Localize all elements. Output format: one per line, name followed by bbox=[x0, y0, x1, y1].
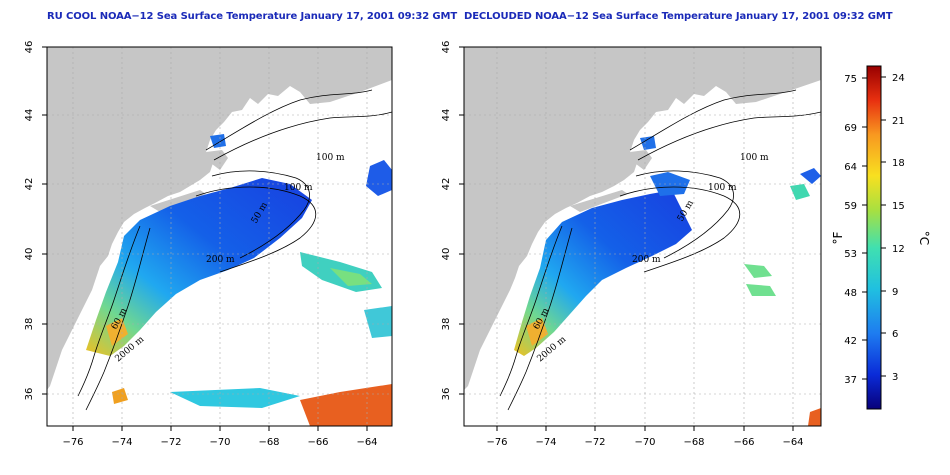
colorbar-c-label: 12 bbox=[892, 244, 905, 255]
left-sst-shelf-region bbox=[86, 178, 312, 356]
left-lat-label: 42 bbox=[24, 178, 35, 191]
right-lon-label: −72 bbox=[584, 437, 605, 448]
right-lon-tick-labels: −76 −74 −72 −70 −68 −66 −64 bbox=[486, 437, 803, 448]
right-lon-label: −70 bbox=[634, 437, 655, 448]
left-long-island bbox=[150, 190, 206, 212]
left-sst-south-warm bbox=[112, 388, 128, 404]
left-lat-label: 44 bbox=[24, 109, 35, 122]
colorbar-f-label: 75 bbox=[844, 74, 857, 85]
colorbar-c-ticks bbox=[881, 76, 886, 377]
right-lon-label: −76 bbox=[486, 437, 507, 448]
left-sst-east-patch-3 bbox=[364, 306, 392, 338]
celsius-unit-label: °C bbox=[917, 231, 931, 245]
colorbar-gradient bbox=[866, 65, 882, 410]
colorbar-f-label: 53 bbox=[844, 249, 857, 260]
right-lat-label: 36 bbox=[441, 388, 452, 401]
colorbar-f-label: 59 bbox=[844, 201, 857, 212]
left-land-mass bbox=[47, 47, 392, 390]
colorbar-c-label: 24 bbox=[892, 73, 905, 84]
colorbar-f-label: 64 bbox=[844, 162, 857, 173]
right-map-panel: 100 m 100 m 50 m 200 m 60 m 2000 m bbox=[464, 47, 821, 426]
right-nova-scotia bbox=[726, 58, 821, 104]
left-lon-label: −68 bbox=[258, 437, 279, 448]
right-contour-label-1: 100 m bbox=[740, 153, 769, 163]
fahrenheit-unit-label: °F bbox=[831, 231, 845, 244]
left-lon-label: −74 bbox=[111, 437, 132, 448]
left-sst-east-patch-2 bbox=[330, 268, 372, 286]
left-grid bbox=[47, 47, 392, 426]
left-lon-tick-labels: −76 −74 −72 −70 −68 −66 −64 bbox=[62, 437, 377, 448]
left-lat-label: 40 bbox=[24, 248, 35, 261]
left-lon-label: −72 bbox=[160, 437, 181, 448]
right-lat-label: 46 bbox=[441, 41, 452, 54]
left-lat-label: 46 bbox=[24, 41, 35, 54]
right-lat-label: 42 bbox=[441, 178, 452, 191]
left-lat-label: 38 bbox=[24, 318, 35, 331]
colorbar-c-label: 18 bbox=[892, 158, 905, 169]
left-sst-southeast-warm bbox=[300, 384, 392, 426]
left-lon-label: −64 bbox=[356, 437, 377, 448]
left-contour-label-4: 200 m bbox=[206, 255, 235, 265]
left-map-panel: 100 m 100 m 50 m 200 m 60 m 2000 m bbox=[47, 47, 392, 426]
left-sst-north-patch bbox=[210, 134, 226, 148]
right-sst-east-patch-1 bbox=[744, 264, 772, 278]
left-sst-gulf-maine bbox=[366, 160, 392, 196]
left-contour-label-1: 100 m bbox=[316, 153, 345, 163]
colorbar-f-ticks bbox=[862, 77, 867, 380]
right-sst-ne-patch bbox=[800, 168, 821, 184]
left-lon-label: −70 bbox=[209, 437, 230, 448]
colorbar-f-label: 69 bbox=[844, 123, 857, 134]
temperature-colorbar: 75 69 64 59 53 48 42 37 24 21 18 15 12 9… bbox=[831, 65, 931, 410]
left-lon-label: −66 bbox=[307, 437, 328, 448]
left-lat-tick-labels: 36 38 40 42 44 46 bbox=[24, 41, 35, 401]
right-land-mass bbox=[464, 47, 821, 390]
right-contour-label-2: 100 m bbox=[708, 183, 737, 193]
right-lat-label: 40 bbox=[441, 248, 452, 261]
right-sst-coast-warm bbox=[526, 318, 548, 346]
left-lat-label: 36 bbox=[24, 388, 35, 401]
colorbar-c-label: 3 bbox=[892, 372, 898, 383]
right-sst-gulf-maine bbox=[790, 184, 810, 200]
right-sst-south-warm bbox=[808, 408, 821, 426]
left-sst-coast-warm bbox=[106, 318, 128, 346]
left-nova-scotia bbox=[300, 58, 392, 104]
colorbar-c-label: 6 bbox=[892, 329, 898, 340]
right-sst-east-patch-2 bbox=[746, 284, 776, 296]
right-map-frame bbox=[463, 46, 822, 427]
colorbar-f-label: 37 bbox=[844, 375, 857, 386]
right-grid bbox=[464, 47, 821, 426]
right-lat-label: 38 bbox=[441, 318, 452, 331]
colorbar-c-label: 9 bbox=[892, 287, 898, 298]
right-sst-shelf-region bbox=[514, 190, 692, 356]
colorbar-c-label: 15 bbox=[892, 201, 905, 212]
colorbar-f-label: 42 bbox=[844, 336, 857, 347]
right-axis-ticks bbox=[459, 46, 794, 431]
right-lat-label: 44 bbox=[441, 109, 452, 122]
right-bathymetry-contours bbox=[499, 89, 821, 411]
right-lon-label: −74 bbox=[535, 437, 556, 448]
left-sst-southeast-cyan bbox=[170, 388, 300, 408]
right-lon-label: −66 bbox=[733, 437, 754, 448]
right-lon-label: −68 bbox=[683, 437, 704, 448]
right-lat-tick-labels: 36 38 40 42 44 46 bbox=[441, 41, 452, 401]
left-map-title: RU COOL NOAA−12 Sea Surface Temperature … bbox=[47, 11, 458, 22]
right-map-title: DECLOUDED NOAA−12 Sea Surface Temperatur… bbox=[464, 11, 893, 22]
left-bathymetry-contours bbox=[77, 89, 392, 411]
left-axis-ticks bbox=[42, 46, 368, 431]
right-sst-north-patch bbox=[640, 136, 656, 150]
colorbar-f-label: 48 bbox=[844, 288, 857, 299]
left-lon-label: −76 bbox=[62, 437, 83, 448]
right-lon-label: −64 bbox=[782, 437, 803, 448]
colorbar-c-label: 21 bbox=[892, 116, 905, 127]
right-contour-label-4: 200 m bbox=[632, 255, 661, 265]
right-long-island bbox=[570, 190, 628, 212]
left-contour-label-2: 100 m bbox=[284, 183, 313, 193]
